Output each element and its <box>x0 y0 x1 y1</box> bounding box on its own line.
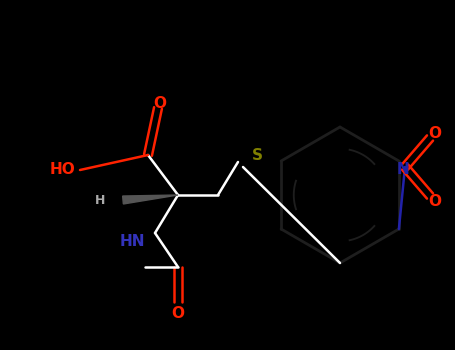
Text: S: S <box>252 147 263 162</box>
Text: H: H <box>95 194 105 206</box>
Text: HN: HN <box>120 233 145 248</box>
Polygon shape <box>123 195 178 204</box>
Text: O: O <box>153 96 167 111</box>
Text: HO: HO <box>49 162 75 177</box>
Text: O: O <box>429 126 441 140</box>
Text: O: O <box>172 307 184 322</box>
Text: O: O <box>429 194 441 209</box>
Text: N: N <box>397 161 410 176</box>
